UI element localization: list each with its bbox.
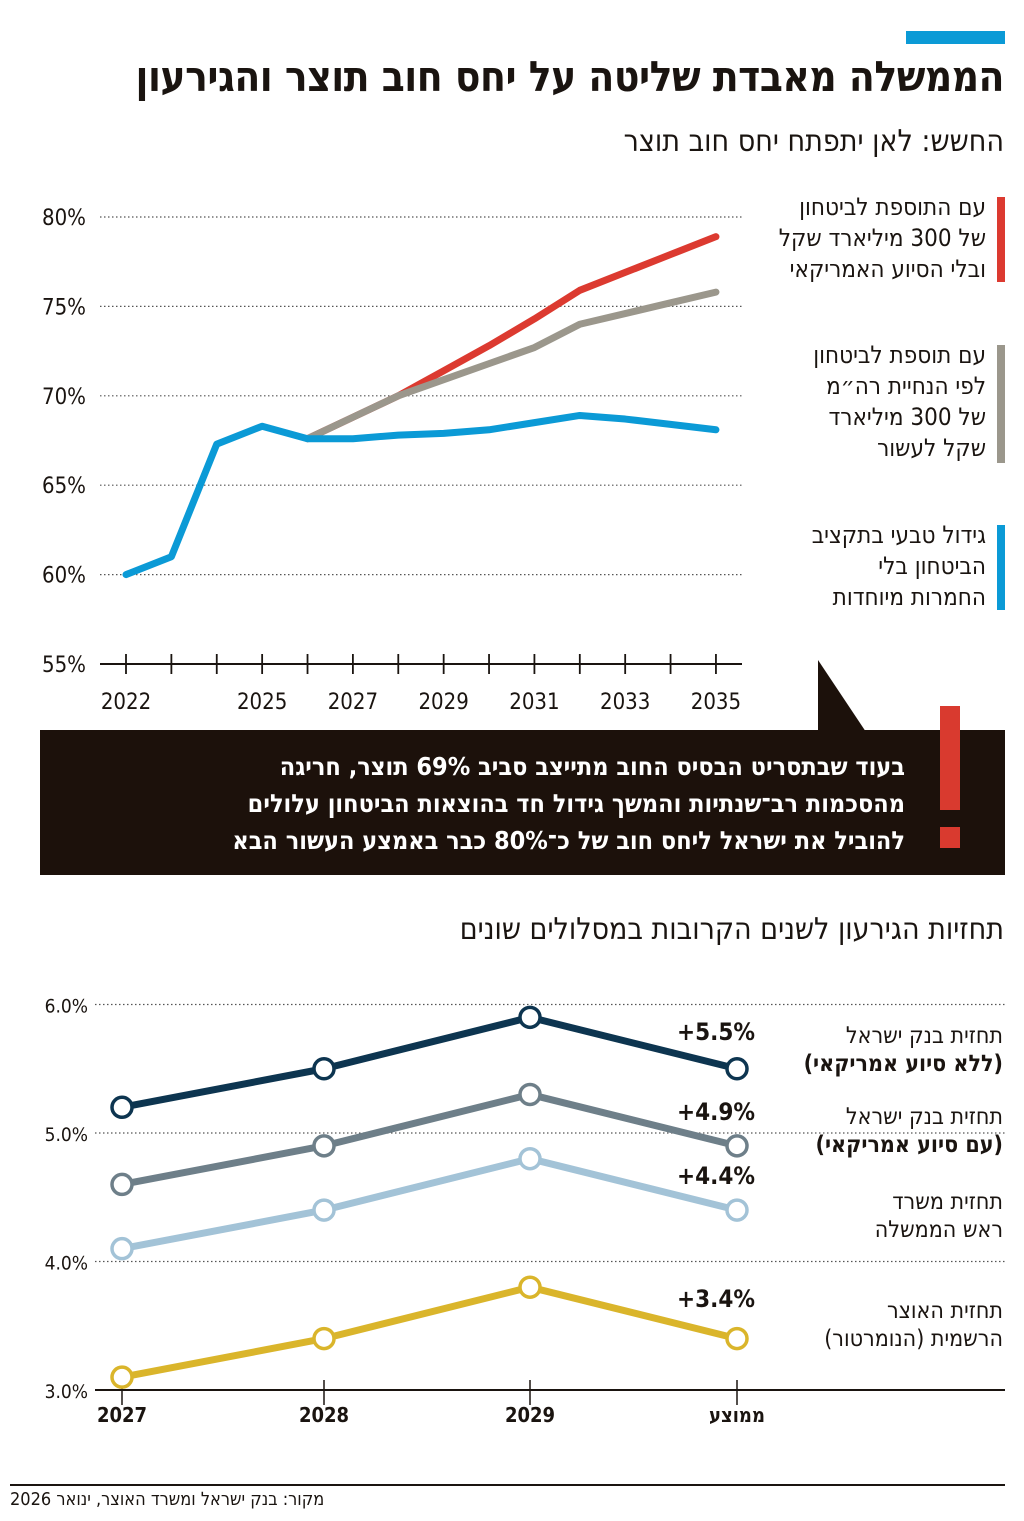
- data-point: [725, 1134, 749, 1158]
- legend-blue: גידול טבעי בתקציב הביטחון בלי החמרות מיו…: [812, 520, 986, 613]
- legend-line: שקל לעשור: [877, 434, 986, 462]
- legend-line: עם התוספת לביטחון: [799, 193, 986, 221]
- value-label: +4.4%: [677, 1162, 755, 1190]
- x-tick-label: ממוצע: [709, 1403, 765, 1427]
- legend-line: של 300 מיליארד שקל: [778, 224, 986, 252]
- callout-box: בעוד שבתסריט הבסיס החוב מתייצב סביב 69% …: [40, 730, 1005, 875]
- legend-line: (ללא סיוע אמריקאי): [803, 1051, 1003, 1077]
- series-line-3: [122, 411, 720, 579]
- x-tick-label: 2033: [600, 690, 650, 715]
- x-tick-label: 2025: [237, 690, 287, 715]
- legend-gray: עם תוספת לביטחון לפי הנחיית רה״מ של 300 …: [813, 340, 986, 464]
- accent-bar: [906, 31, 1005, 44]
- data-point: [725, 1057, 749, 1081]
- source-note: מקור: בנק ישראל ומשרד האוצר, ינואר 2026: [10, 1489, 325, 1510]
- y-tick-label: 5.0%: [45, 1124, 88, 1146]
- chart2-title: תחזיות הגירעון לשנים הקרובות במסלולים שו…: [459, 912, 1004, 947]
- callout-line: מהסכמות רב־שנתיות והמשך גידול חד בהוצאות…: [247, 789, 905, 818]
- callout-line: להוביל את ישראל ליחס חוב של כ־80% כבר בא…: [232, 826, 905, 855]
- y-tick-label: 75%: [42, 295, 86, 320]
- value-label: +4.9%: [677, 1098, 755, 1126]
- y-tick-label: 4.0%: [45, 1253, 88, 1275]
- series-line-4: [121, 1283, 738, 1381]
- legend-series-2: תחזית בנק ישראל (עם סיוע אמריקאי): [816, 1103, 1003, 1159]
- data-point: [518, 1005, 542, 1030]
- legend-swatch-blue: [997, 525, 1005, 610]
- legend-line: תחזית משרד: [892, 1189, 1003, 1215]
- y-tick-label: 70%: [42, 385, 86, 410]
- callout-pointer: [818, 660, 866, 732]
- data-point: [312, 1134, 336, 1158]
- legend-line: לפי הנחיית רה״מ: [826, 372, 986, 400]
- legend-line: הביטחון בלי: [878, 552, 986, 580]
- data-point: [312, 1198, 336, 1222]
- callout-text: בעוד שבתסריט הבסיס החוב מתייצב סביב 69% …: [232, 748, 905, 859]
- series-line-3: [121, 1155, 738, 1253]
- data-point: [518, 1082, 542, 1107]
- value-label: +5.5%: [677, 1018, 755, 1046]
- legend-line: עם תוספת לביטחון: [813, 341, 986, 369]
- chart1-title: החשש: לאן יתפתח יחס חוב תוצר: [623, 124, 1004, 159]
- x-tick-label: 2029: [418, 690, 468, 715]
- exclamation-icon: [940, 706, 960, 810]
- y-tick-label: 6.0%: [45, 996, 88, 1018]
- data-point: [312, 1057, 336, 1081]
- y-tick-label: 60%: [42, 564, 86, 589]
- x-tick-label: 2035: [691, 690, 741, 715]
- x-tick-label: 2028: [299, 1403, 349, 1427]
- legend-series-3: תחזית משרד ראש הממשלה: [875, 1188, 1003, 1244]
- legend-line: של 300 מיליארד: [828, 403, 986, 431]
- legend-line: גידול טבעי בתקציב: [811, 521, 986, 549]
- x-tick-label: 2027: [97, 1403, 147, 1427]
- legend-line: תחזית האוצר: [886, 1298, 1003, 1324]
- legend-line: הרשמית (הנומרטור): [824, 1326, 1003, 1352]
- series-line-1: [304, 233, 720, 443]
- value-label: +3.4%: [677, 1285, 755, 1313]
- data-point: [110, 1365, 134, 1389]
- legend-series-4: תחזית האוצר הרשמית (הנומרטור): [824, 1297, 1003, 1353]
- x-tick-label: 2022: [101, 690, 151, 715]
- x-tick-label: 2027: [328, 690, 378, 715]
- series-line-2: [304, 288, 720, 443]
- legend-red: עם התוספת לביטחון של 300 מיליארד שקל ובל…: [779, 192, 986, 285]
- data-point: [725, 1326, 749, 1351]
- x-tick-label: 2031: [509, 690, 559, 715]
- x-tick-label: 2029: [505, 1403, 555, 1427]
- data-point: [110, 1236, 134, 1261]
- legend-swatch-red: [997, 197, 1005, 282]
- data-point: [110, 1172, 134, 1197]
- callout-line: בעוד שבתסריט הבסיס החוב מתייצב סביב 69% …: [279, 752, 905, 781]
- legend-line: ראש הממשלה: [874, 1217, 1003, 1243]
- legend-series-1: תחזית בנק ישראל (ללא סיוע אמריקאי): [804, 1022, 1003, 1078]
- data-point: [518, 1275, 542, 1299]
- legend-line: החמרות מיוחדות: [832, 583, 986, 611]
- y-tick-label: 3.0%: [45, 1381, 88, 1403]
- exclamation-dot-icon: [940, 827, 960, 848]
- data-point: [518, 1146, 542, 1171]
- data-point: [725, 1198, 749, 1222]
- legend-line: (עם סיוע אמריקאי): [815, 1132, 1003, 1158]
- legend-line: תחזית בנק ישראל: [845, 1104, 1003, 1130]
- legend-line: ובלי הסיוע האמריקאי: [789, 255, 986, 283]
- data-point: [110, 1095, 134, 1120]
- series-line-2: [121, 1090, 738, 1188]
- series-line-1: [121, 1013, 738, 1111]
- y-tick-label: 80%: [42, 206, 86, 231]
- page-title: הממשלה מאבדת שליטה על יחס חוב תוצר והגיר…: [135, 52, 1005, 101]
- legend-swatch-gray: [997, 345, 1005, 463]
- y-tick-label: 55%: [42, 653, 86, 678]
- legend-line: תחזית בנק ישראל: [845, 1023, 1003, 1049]
- footer-divider: [10, 1484, 1005, 1486]
- data-point: [312, 1326, 336, 1351]
- y-tick-label: 65%: [42, 474, 86, 499]
